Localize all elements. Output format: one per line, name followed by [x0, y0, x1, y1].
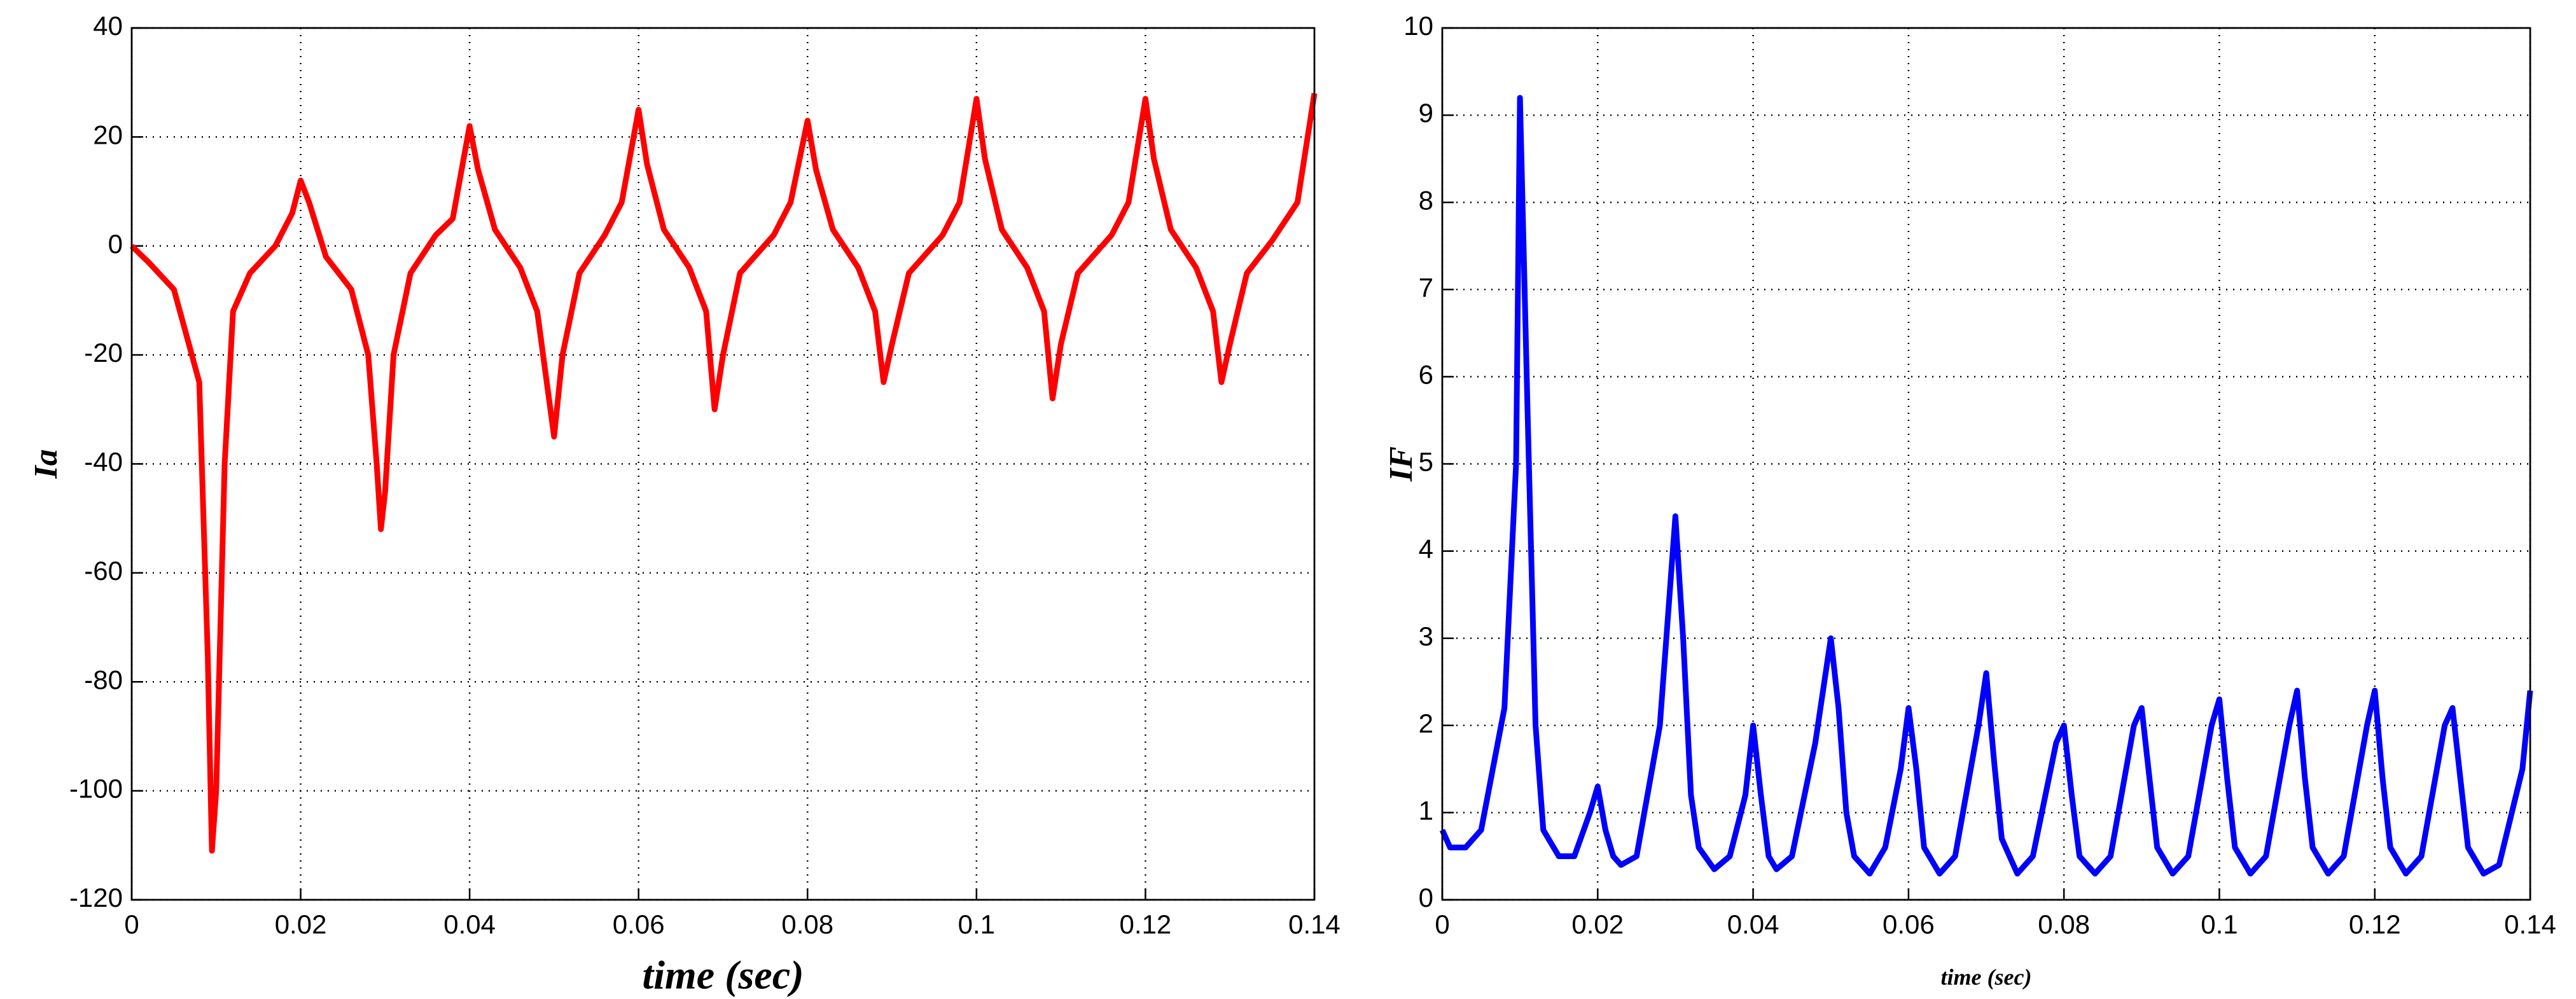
y-tick-label: 7 — [1419, 272, 1433, 302]
plot-border — [1441, 27, 2531, 901]
plot-border — [130, 27, 1316, 901]
x-tick-label: 0.04 — [1727, 909, 1779, 939]
data-line — [129, 93, 1318, 854]
x-tick-label: 0.12 — [2349, 909, 2401, 939]
x-tick-label: 0.12 — [1120, 909, 1172, 939]
y-tick-label: 5 — [1419, 447, 1433, 477]
x-tick-label: 0.14 — [2504, 909, 2556, 939]
y-tick-label: 6 — [1419, 359, 1433, 389]
y-tick-label: 8 — [1419, 185, 1433, 215]
x-tick-label: 0.14 — [1288, 909, 1340, 939]
x-tick-label: 0 — [124, 909, 139, 939]
x-tick-label: 0.06 — [1883, 909, 1935, 939]
x-axis-label: time (sec) — [1941, 964, 2032, 989]
y-tick-label: -20 — [84, 338, 123, 368]
plot-area — [1441, 27, 2531, 901]
x-tick-label: 0.06 — [613, 909, 665, 939]
y-axis-label: IF — [1383, 446, 1419, 482]
y-tick-label: -60 — [84, 556, 123, 586]
y-tick-label: 0 — [1419, 883, 1433, 913]
y-tick-label: -80 — [84, 665, 123, 694]
data-line — [1439, 95, 2533, 877]
y-tick-label: 20 — [93, 120, 123, 149]
y-tick-label: -40 — [84, 447, 123, 477]
y-tick-label: 40 — [93, 11, 123, 41]
y-tick-label: 3 — [1419, 621, 1433, 651]
x-tick-label: 0.02 — [1571, 909, 1624, 939]
x-tick-label: 0.08 — [2038, 909, 2090, 939]
y-tick-label: 2 — [1419, 708, 1433, 738]
x-tick-label: 0.02 — [275, 909, 327, 939]
y-tick-label: -100 — [69, 774, 123, 804]
x-tick-label: 0.1 — [958, 909, 995, 939]
y-tick-label: 4 — [1419, 534, 1433, 564]
y-tick-label: 1 — [1419, 796, 1433, 825]
y-tick-label: 9 — [1419, 98, 1433, 128]
x-tick-label: 0 — [1435, 909, 1449, 939]
y-tick-label: 0 — [108, 229, 123, 259]
y-tick-label: 10 — [1403, 11, 1433, 41]
x-axis-label: time (sec) — [642, 953, 804, 998]
y-axis-label: Ia — [28, 449, 64, 479]
x-tick-label: 0.08 — [781, 909, 833, 939]
x-tick-label: 0.1 — [2201, 909, 2238, 939]
chart: 0 0.02 0.04 0.06 0.08 0.1 0.12 0.14 0 1 2 3 4 5 6 7 8 9 10… — [1383, 11, 2556, 989]
y-tick-label: -120 — [69, 883, 123, 913]
x-tick-label: 0.04 — [443, 909, 496, 939]
chart: 0 0.02 0.04 0.06 0.08 0.1 0.12 0.14 -120 -100 -80 -… — [28, 11, 1340, 998]
